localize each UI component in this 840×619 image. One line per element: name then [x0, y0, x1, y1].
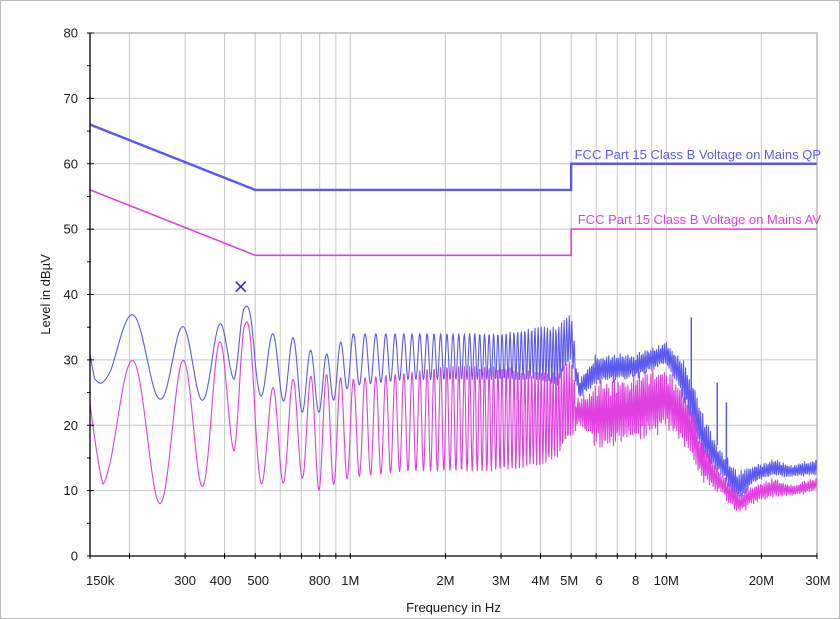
trace-qp — [89, 305, 818, 497]
limit-line-av — [89, 189, 817, 257]
marker-stroke — [235, 281, 247, 293]
labels-layer: 0 10 20 30 40 50 60 70 80 150k 300 400 500 800 1M 2M 3M 4… — [38, 26, 831, 616]
limit-label-qp: FCC Part 15 Class B Voltage on Mains QP — [575, 147, 821, 162]
peak-marker — [235, 281, 247, 293]
x-tick-label: 3M — [492, 573, 510, 588]
axes-layer — [87, 32, 818, 559]
x-tick-label: 150k — [86, 573, 115, 588]
x-tick-label: 800 — [309, 573, 331, 588]
x-tick-label: 500 — [247, 573, 269, 588]
x-tick-label: 6 — [596, 573, 603, 588]
x-tick-label: 5M — [560, 573, 578, 588]
y-axis-title: Level in dBµV — [38, 254, 53, 335]
limit-line-qp — [89, 123, 817, 192]
x-tick-label: 10M — [654, 573, 679, 588]
x-tick-label: 2M — [436, 573, 454, 588]
x-tick-label: 1M — [341, 573, 359, 588]
x-tick-label: 8 — [632, 573, 639, 588]
x-tick-label: 20M — [749, 573, 774, 588]
x-tick-label: 400 — [210, 573, 232, 588]
y-tick-label: 10 — [64, 483, 78, 498]
marker-layer — [235, 281, 247, 293]
y-tick-label: 80 — [64, 26, 78, 41]
trace-av — [89, 321, 818, 512]
y-tick-label: 30 — [64, 352, 78, 367]
y-tick-label: 20 — [64, 418, 78, 433]
x-axis-title: Frequency in Hz — [406, 600, 501, 615]
x-tick-label: 300 — [174, 573, 196, 588]
x-tick-label: 4M — [531, 573, 549, 588]
y-tick-label: 40 — [64, 287, 78, 302]
y-tick-label: 0 — [71, 549, 78, 564]
grid-layer — [90, 33, 817, 556]
y-tick-label: 70 — [64, 91, 78, 106]
limit-lines-layer — [89, 123, 817, 257]
series-layer — [89, 305, 818, 512]
y-tick-label: 60 — [64, 156, 78, 171]
y-tick-label: 50 — [64, 222, 78, 237]
limit-label-av: FCC Part 15 Class B Voltage on Mains AV — [578, 212, 822, 227]
x-tick-label: 30M — [805, 573, 830, 588]
